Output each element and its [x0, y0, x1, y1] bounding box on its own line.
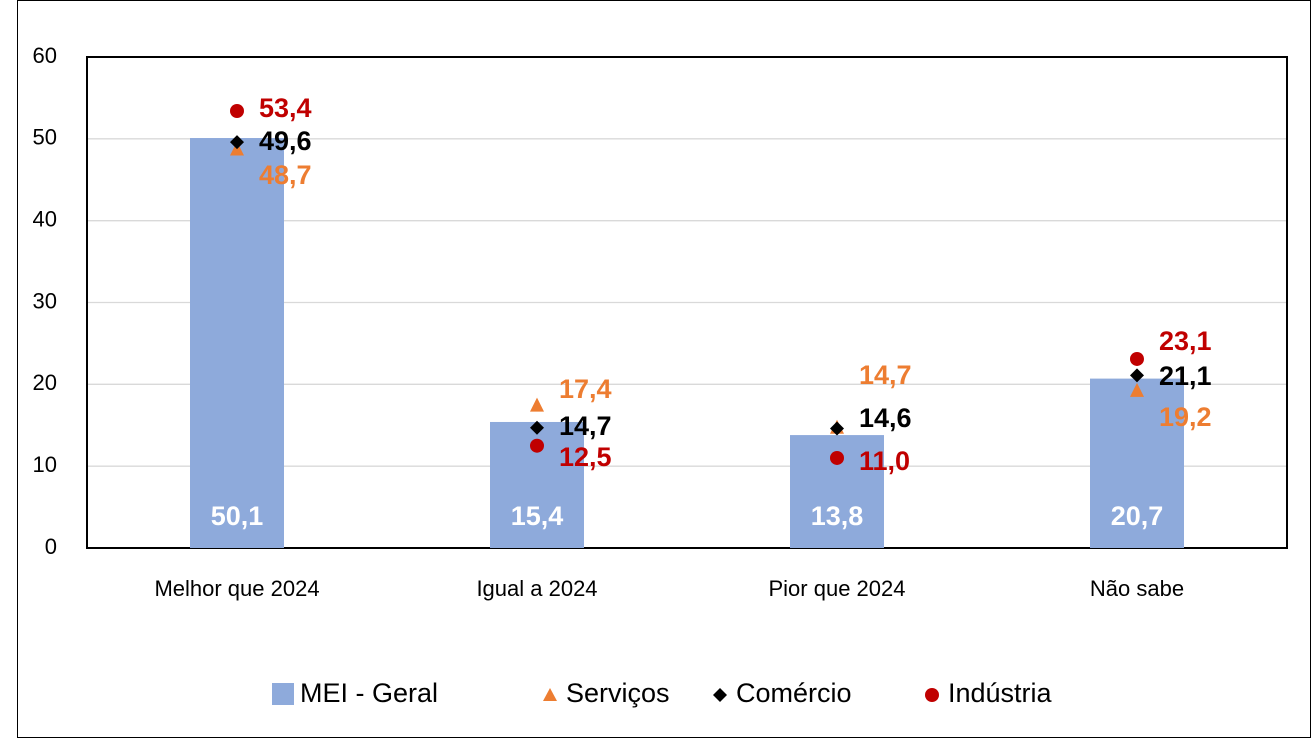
y-tick-label: 30	[33, 288, 57, 313]
x-tick-label: Melhor que 2024	[154, 576, 319, 601]
y-tick-label: 40	[33, 206, 57, 231]
circle-marker	[230, 104, 244, 119]
data-label: 53,4	[259, 93, 312, 123]
bar-label: 50,1	[211, 501, 264, 531]
data-label: 19,2	[1159, 402, 1212, 432]
bar-label: 20,7	[1111, 501, 1164, 531]
bar	[190, 138, 284, 548]
y-tick-label: 20	[33, 370, 57, 395]
data-label: 23,1	[1159, 326, 1212, 356]
triangle-marker	[1130, 382, 1144, 397]
legend-label: Indústria	[948, 678, 1053, 708]
data-label: 14,7	[559, 411, 612, 441]
legend-label: Comércio	[736, 678, 852, 708]
legend-swatch	[925, 688, 939, 702]
bar-label: 13,8	[811, 501, 864, 531]
data-label: 12,5	[559, 442, 612, 472]
y-tick-label: 60	[33, 43, 57, 68]
x-tick-label: Pior que 2024	[769, 576, 906, 601]
diamond-marker	[230, 135, 244, 150]
diamond-marker	[1130, 368, 1144, 383]
diamond-marker	[530, 420, 544, 435]
data-label: 48,7	[259, 160, 312, 190]
plot-border	[86, 56, 1288, 549]
diamond-marker	[830, 421, 844, 436]
circle-marker	[830, 450, 844, 465]
data-label: 14,6	[859, 403, 912, 433]
data-label: 11,0	[859, 446, 910, 476]
circle-marker	[1130, 351, 1144, 366]
legend-label: Serviços	[566, 678, 670, 708]
data-label: 49,6	[259, 126, 312, 156]
data-label: 17,4	[559, 374, 612, 404]
circle-marker	[530, 438, 544, 453]
legend-swatch	[713, 688, 727, 702]
x-tick-label: Não sabe	[1090, 576, 1184, 601]
y-tick-label: 10	[33, 452, 57, 477]
bar	[1090, 378, 1184, 548]
y-tick-label: 50	[33, 125, 57, 150]
y-tick-label: 0	[45, 534, 57, 559]
legend-swatch	[543, 688, 557, 701]
x-tick-label: Igual a 2024	[476, 576, 597, 601]
bar-label: 15,4	[511, 501, 564, 531]
legend-swatch	[272, 683, 294, 705]
data-label: 21,1	[1159, 361, 1212, 391]
triangle-marker	[530, 397, 544, 412]
legend-label: MEI - Geral	[300, 678, 438, 708]
data-label: 14,7	[859, 360, 912, 390]
